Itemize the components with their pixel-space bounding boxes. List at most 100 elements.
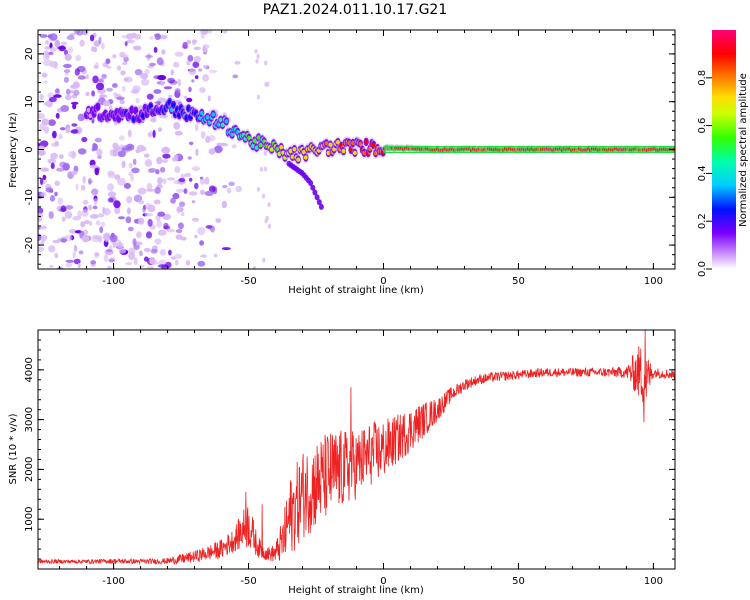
- speckle-mark: [106, 248, 113, 253]
- speckle-mark: [137, 187, 147, 195]
- speckle-mark: [42, 174, 47, 180]
- speckle-mark: [38, 215, 42, 222]
- speckle-mark: [188, 191, 198, 196]
- speckle-mark: [39, 140, 49, 148]
- speckle-mark: [41, 118, 49, 126]
- speckle-mark: [199, 240, 205, 246]
- speckle-mark: [56, 167, 65, 172]
- speckle-mark: [159, 249, 167, 256]
- speckle-mark: [255, 58, 259, 64]
- speckle-mark: [114, 174, 121, 181]
- speckle-mark: [213, 253, 218, 258]
- speckle-mark: [116, 96, 125, 101]
- speckle-mark: [120, 70, 126, 76]
- speckle-mark: [157, 264, 167, 268]
- speckle-mark: [188, 141, 194, 146]
- speckle-mark: [264, 82, 268, 87]
- ridge-core-mark: [341, 148, 346, 154]
- speckle-mark: [88, 178, 92, 185]
- speckle-mark: [200, 131, 206, 139]
- branch-mark: [310, 184, 316, 191]
- snr-series-line: [38, 330, 675, 566]
- speckle-mark: [59, 161, 67, 168]
- speckle-mark: [72, 251, 76, 258]
- x-tick-label: 100: [644, 576, 663, 587]
- speckle-mark: [107, 197, 114, 203]
- y-tick-label: 3000: [24, 407, 35, 432]
- y-tick-label: 20: [24, 48, 35, 61]
- speckle-mark: [73, 244, 77, 253]
- ridge-core-mark: [224, 119, 229, 124]
- speckle-mark: [84, 220, 90, 224]
- speckle-mark: [118, 248, 127, 254]
- speckle-mark: [81, 209, 89, 217]
- speckle-mark: [146, 93, 154, 100]
- ridge-core-mark: [296, 157, 301, 162]
- speckle-mark: [49, 33, 58, 41]
- speckle-mark: [92, 205, 98, 210]
- speckle-mark: [145, 231, 153, 239]
- speckle-mark: [128, 162, 133, 169]
- speckle-mark: [38, 112, 45, 120]
- speckle-mark: [125, 143, 135, 151]
- speckle-mark: [113, 200, 121, 209]
- speckle-mark: [198, 68, 203, 72]
- speckle-mark: [128, 247, 136, 255]
- speckle-mark: [77, 128, 81, 135]
- colorbar-tick-label: 0.0: [697, 261, 708, 277]
- speckle-mark: [174, 166, 181, 173]
- ridge-core-mark: [211, 112, 216, 117]
- speckle-mark: [166, 228, 176, 233]
- speckle-mark: [208, 69, 218, 74]
- speckle-mark: [191, 79, 195, 83]
- speckle-mark: [264, 218, 268, 224]
- snr-panel: -100 -50 0 50 100 1000 2000 3000 4000 Height of …: [8, 329, 676, 596]
- speckle-mark: [215, 218, 222, 223]
- speckle-mark: [75, 183, 79, 191]
- speckle-mark: [139, 250, 143, 257]
- speckle-mark: [70, 129, 80, 134]
- speckle-mark: [177, 222, 184, 230]
- speckle-mark: [132, 158, 137, 165]
- speckle-mark: [146, 182, 153, 191]
- speckle-mark: [259, 166, 264, 172]
- speckle-mark: [43, 126, 50, 134]
- speckle-mark: [82, 199, 89, 205]
- speckle-mark: [149, 118, 156, 122]
- speckle-mark: [138, 217, 145, 225]
- speckle-mark: [156, 220, 162, 228]
- speckle-mark: [60, 238, 67, 243]
- speckle-mark: [71, 151, 76, 159]
- speckle-mark: [193, 55, 201, 63]
- speckle-mark: [72, 81, 80, 89]
- speckle-mark: [154, 238, 162, 245]
- speckle-mark: [203, 64, 207, 69]
- speckle-mark: [177, 206, 182, 213]
- ridge-core-mark: [352, 150, 357, 155]
- speckle-mark: [133, 45, 142, 51]
- speckle-mark: [254, 49, 258, 54]
- speckle-mark: [77, 262, 81, 269]
- speckle-mark: [134, 69, 143, 76]
- ridge-core-mark: [335, 140, 340, 145]
- speckle-mark: [54, 191, 58, 197]
- figure-title: PAZ1.2024.011.10.17.G21: [263, 2, 448, 18]
- speckle-mark: [48, 119, 56, 126]
- x-tick-label: -50: [240, 276, 256, 287]
- speckle-mark: [153, 199, 161, 205]
- speckle-mark: [204, 190, 214, 197]
- speckle-mark: [94, 62, 99, 69]
- speckle-mark: [158, 34, 168, 40]
- speckle-mark: [95, 82, 105, 91]
- ridge-core-mark: [328, 142, 333, 147]
- speckle-mark: [79, 39, 85, 47]
- speckle-mark: [168, 249, 172, 256]
- speckle-mark: [136, 144, 146, 152]
- speckle-mark: [152, 129, 156, 138]
- speckle-mark: [232, 74, 239, 79]
- speckle-mark: [103, 100, 111, 107]
- speckle-mark: [167, 77, 176, 84]
- y-tick-label: 0: [24, 146, 35, 152]
- speckle-mark: [107, 183, 114, 192]
- speckle-mark: [58, 133, 63, 140]
